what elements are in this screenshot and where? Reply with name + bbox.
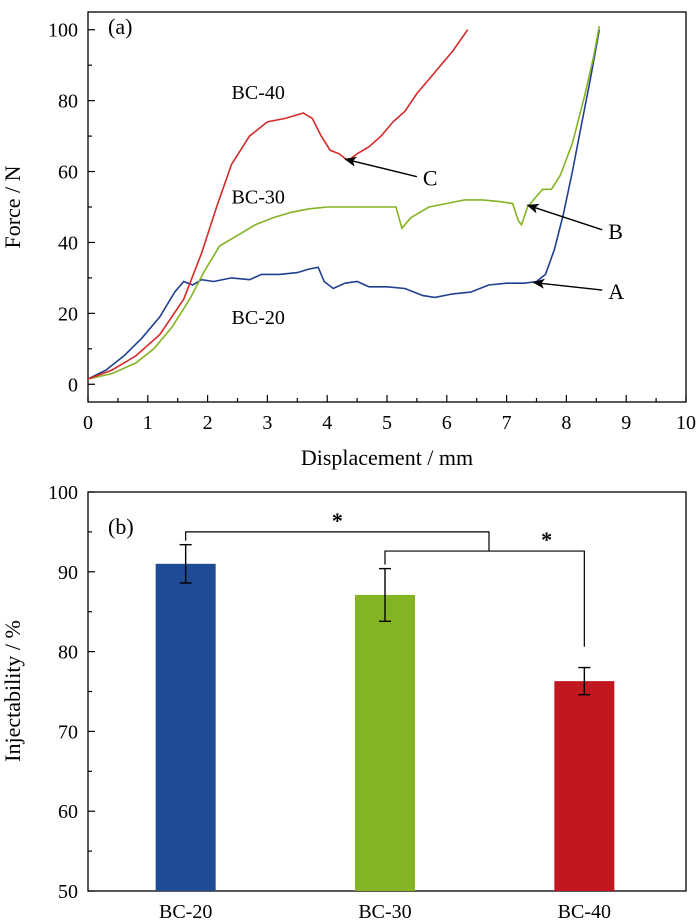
annotation-a: A <box>608 279 624 304</box>
annotation-arrow-b <box>526 203 603 231</box>
panel-b-bar-chart: (b) Injectability / % 50 60 70 80 90 100 BC-20… <box>0 482 687 923</box>
y-tick-label: 100 <box>48 482 78 504</box>
bar-bc-40 <box>554 681 615 891</box>
panel-a-annotations: BC-40 BC-30 BC-20 A B C <box>232 82 625 329</box>
series-line-bc-20 <box>87 29 601 380</box>
bar-bc-30 <box>355 594 415 891</box>
annotation-arrow-a <box>532 278 603 291</box>
x-tick-label: 10 <box>676 412 696 434</box>
panel-b-y-axis-title: Injectability / % <box>0 620 25 762</box>
panel-a-x-axis-title: Displacement / mm <box>301 445 473 470</box>
panel-b-bars <box>155 543 615 891</box>
x-tick-label: 9 <box>621 412 631 434</box>
y-tick-label: 90 <box>58 562 78 584</box>
y-tick-label: 50 <box>58 881 78 903</box>
x-tick-label: 4 <box>322 412 332 434</box>
x-tick-label: 6 <box>442 412 452 434</box>
y-tick-label: 80 <box>58 642 78 664</box>
series-label-bc-40: BC-40 <box>232 82 285 104</box>
panel-a-line-chart: (a) Displacement / mm Force / N 0 1 2 3 4 5 6 7… <box>0 11 696 470</box>
annotation-c: C <box>423 166 438 191</box>
x-tick-label: BC-20 <box>159 901 212 923</box>
annotation-b: B <box>608 219 623 244</box>
x-tick-label: BC-30 <box>358 901 411 923</box>
y-tick-label: 0 <box>68 374 78 396</box>
y-tick-label: 80 <box>58 91 78 113</box>
series-line-bc-30 <box>87 26 601 380</box>
y-tick-label: 60 <box>58 801 78 823</box>
x-tick-label: 8 <box>561 412 571 434</box>
x-tick-label: 7 <box>502 412 512 434</box>
panel-b-significance: ** <box>185 508 585 647</box>
series-label-bc-20: BC-20 <box>232 307 285 329</box>
panel-b-label: (b) <box>108 514 134 539</box>
significance-bracket-inner <box>384 550 585 647</box>
significance-star-outer: * <box>332 508 343 533</box>
panel-b-ticks: 50 60 70 80 90 100 BC-20 BC-30 BC-40 <box>48 482 611 923</box>
series-line-bc-40 <box>87 29 469 380</box>
bar-bc-20 <box>155 563 216 891</box>
y-tick-label: 100 <box>48 20 78 42</box>
y-tick-label: 40 <box>58 232 78 254</box>
panel-a-y-axis-title: Force / N <box>0 165 25 248</box>
y-tick-label: 60 <box>58 162 78 184</box>
significance-bracket-outer <box>185 531 490 552</box>
series-label-bc-30: BC-30 <box>232 186 285 208</box>
panel-a-label: (a) <box>108 14 132 39</box>
x-tick-label: 1 <box>143 412 153 434</box>
significance-star-inner: * <box>541 527 552 552</box>
annotation-arrow-c <box>344 156 418 178</box>
y-tick-label: 20 <box>58 303 78 325</box>
x-tick-label: 3 <box>262 412 272 434</box>
x-tick-label: BC-40 <box>558 901 611 923</box>
x-tick-label: 2 <box>203 412 213 434</box>
x-tick-label: 0 <box>83 412 93 434</box>
y-tick-label: 70 <box>58 721 78 743</box>
x-tick-label: 5 <box>382 412 392 434</box>
panel-a-series <box>87 26 601 380</box>
